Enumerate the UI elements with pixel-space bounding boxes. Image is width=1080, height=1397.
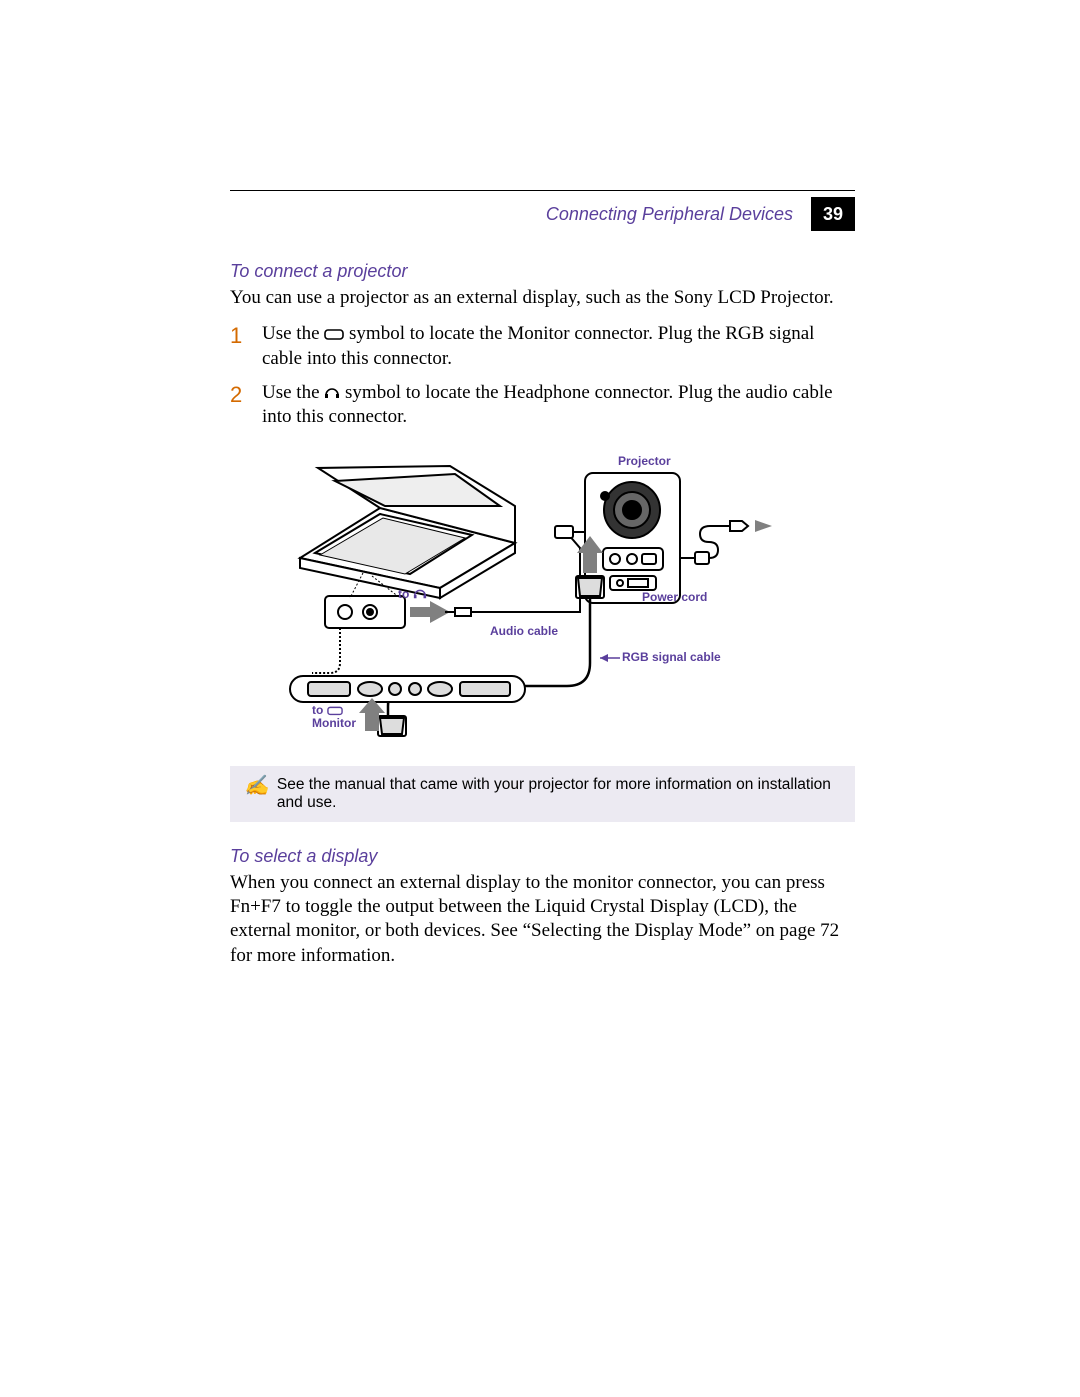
section-heading-connect: To connect a projector: [230, 261, 855, 282]
section2-body: When you connect an external display to …: [230, 871, 855, 968]
diagram-svg: [260, 448, 820, 748]
step-number: 1: [230, 322, 250, 371]
step-2: 2 Use the symbol to locate the Headphone…: [230, 381, 855, 430]
power-cord-icon: [680, 521, 748, 564]
step-1: 1 Use the symbol to locate the Monitor c…: [230, 322, 855, 371]
diagram-label-to-headphone: to: [398, 586, 427, 601]
section-heading-select: To select a display: [230, 846, 855, 867]
headphone-icon: [324, 384, 340, 400]
diagram-label-rgbcable: RGB signal cable: [622, 650, 721, 664]
arrow-icon: [755, 520, 772, 532]
vga-connector-icon: [378, 716, 406, 736]
arrow-icon: [410, 601, 450, 623]
page-number: 39: [811, 197, 855, 231]
vga-connector-icon: [576, 576, 604, 598]
header-title: Connecting Peripheral Devices: [546, 204, 793, 225]
port-bar-icon: [290, 676, 525, 702]
header-rule: [230, 190, 855, 191]
laptop-icon: [300, 466, 515, 598]
monitor-icon: [324, 327, 344, 341]
step-1-text: Use the symbol to locate the Monitor con…: [262, 322, 855, 371]
note-box: ✍ See the manual that came with your pro…: [230, 766, 855, 822]
step-number: 2: [230, 381, 250, 430]
diagram-label-projector: Projector: [618, 454, 671, 468]
diagram-label-to-monitor: to Monitor: [312, 704, 356, 730]
diagram-label-powercord: Power cord: [642, 590, 707, 604]
page-content: Connecting Peripheral Devices 39 To conn…: [230, 190, 855, 980]
note-text: See the manual that came with your proje…: [277, 776, 841, 812]
diagram-label-audiocable: Audio cable: [490, 624, 558, 638]
connection-diagram: Projector Power cord Audio cable RGB sig…: [260, 448, 820, 748]
section1-intro: You can use a projector as an external d…: [230, 286, 855, 310]
page-header: Connecting Peripheral Devices 39: [230, 197, 855, 231]
step-2-text: Use the symbol to locate the Headphone c…: [262, 381, 855, 430]
note-icon: ✍: [244, 776, 269, 796]
